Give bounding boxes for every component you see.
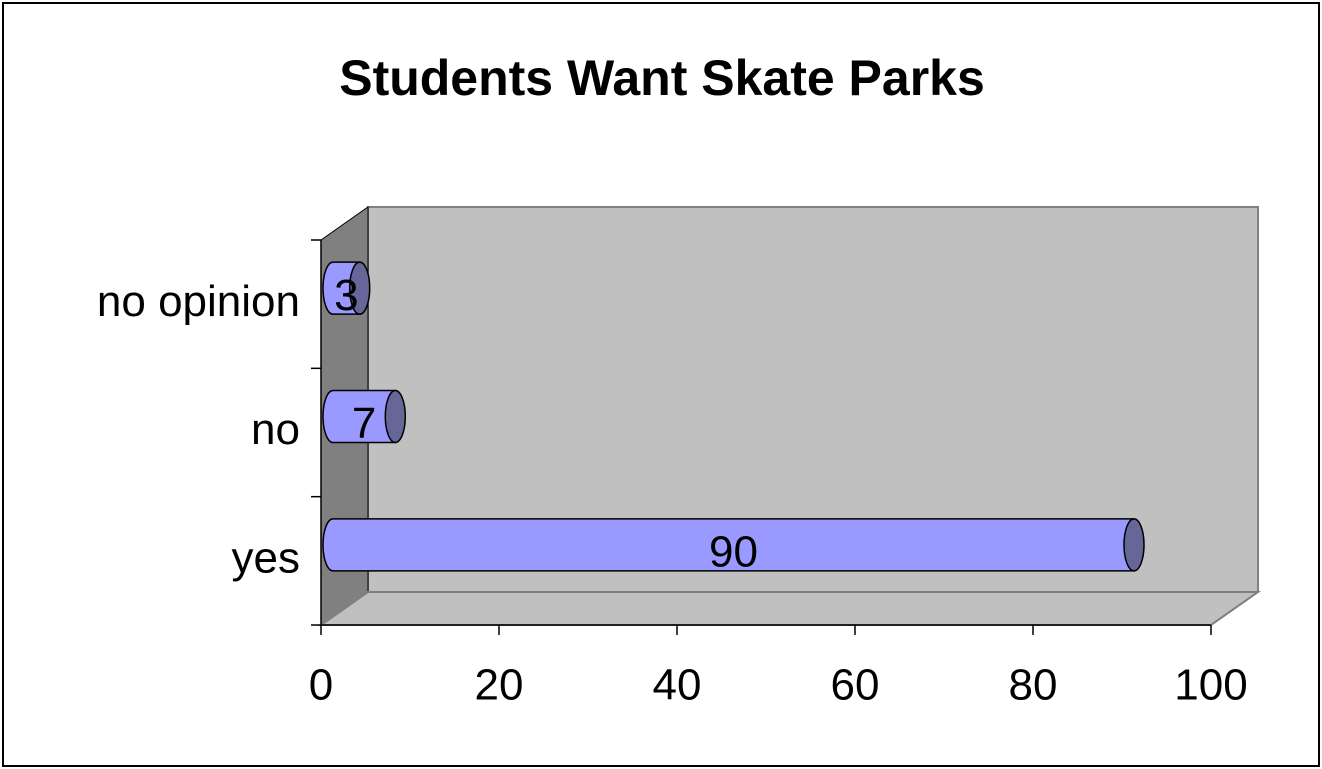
- x-tick-label: 0: [309, 661, 333, 710]
- y-tick-label: no opinion: [97, 277, 300, 326]
- bar: [322, 261, 371, 315]
- x-tick-label: 20: [475, 661, 524, 710]
- x-tick-label: 40: [653, 661, 702, 710]
- bar-body: [322, 518, 1135, 572]
- bar-cap: [1123, 518, 1145, 572]
- y-tick-label: yes: [232, 533, 300, 582]
- data-label: 3: [334, 271, 358, 320]
- data-label: 90: [709, 527, 758, 576]
- bar-body: [322, 389, 397, 444]
- floor: [317, 591, 1262, 626]
- y-tick-label: no: [251, 405, 300, 454]
- x-tick-label: 60: [831, 661, 880, 710]
- x-tick-label: 100: [1174, 661, 1247, 710]
- bar-cap: [348, 261, 371, 315]
- bar-cap: [384, 389, 407, 444]
- chart-title: Students Want Skate Parks: [339, 50, 985, 106]
- bar: [322, 389, 407, 444]
- x-tick-label: 80: [1009, 661, 1058, 710]
- bar: [322, 518, 1145, 572]
- data-label: 7: [352, 399, 376, 448]
